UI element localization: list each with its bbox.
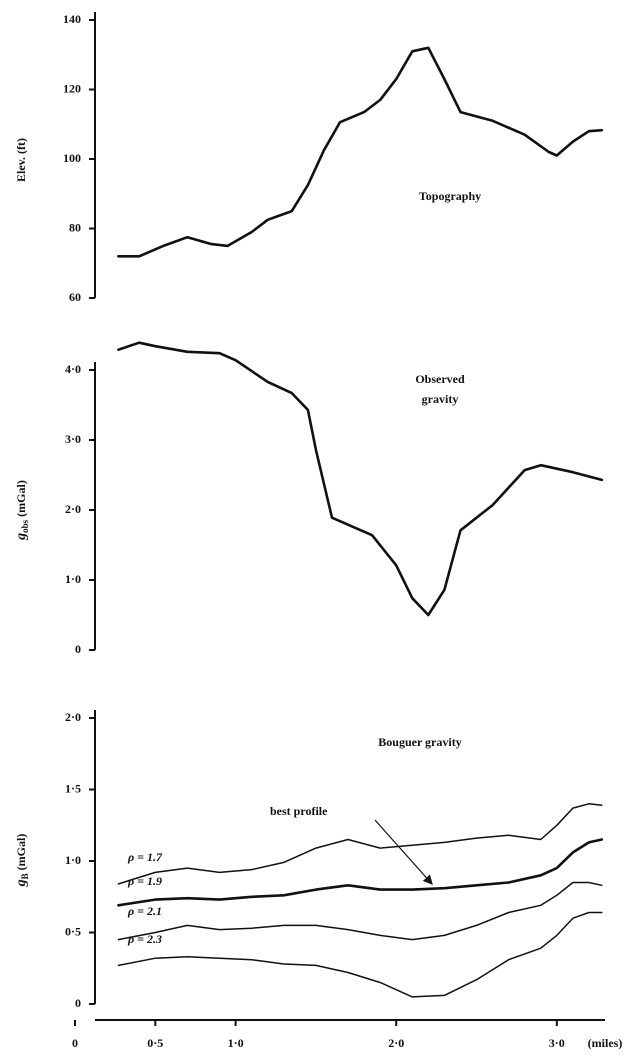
annotation: Bouguer gravity [378,735,461,749]
data-line [117,803,603,885]
y-tick-label: 80 [69,220,81,234]
y-tick-label: 0 [75,996,81,1010]
data-line [117,881,603,941]
y-axis-label-sub: obs [20,519,30,533]
x-tick-label: 3·0 [549,1036,565,1050]
y-tick-label: 60 [69,290,81,304]
annotation-arrow [374,819,433,885]
x-tick-label: 0 [72,1036,78,1050]
y-axis-label: gobs (mGal) [14,480,30,541]
y-axis-label: Elev. (ft) [14,138,28,182]
y-axis-label-main: g [14,879,29,887]
y-tick-label: 1·0 [65,853,81,867]
data-line [117,911,603,998]
annotation: Observed [415,372,465,386]
y-tick-label: 100 [63,151,81,165]
y-tick-label: 1·0 [65,572,81,586]
series-label: ρ = 2.1 [127,904,162,918]
y-axis-label-unit: (mGal) [14,834,28,874]
annotation: best profile [270,804,328,818]
y-axis-label-unit: (mGal) [14,480,28,520]
y-axis-label-main: Elev. (ft) [14,138,28,182]
series-label: ρ = 2.3 [127,932,162,946]
y-tick-label: 2·0 [65,710,81,724]
x-tick-label: 2·0 [388,1036,404,1050]
y-tick-label: 140 [63,12,81,26]
annotation: Topography [419,189,481,203]
x-tick-label: 0·5 [147,1036,163,1050]
y-tick-label: 3·0 [65,432,81,446]
y-tick-label: 4·0 [65,362,81,376]
y-axis-label: gB (mGal) [14,834,30,888]
y-tick-label: 120 [63,81,81,95]
y-axis-label-sub: B [20,873,30,879]
y-tick-label: 1·5 [65,781,81,795]
y-tick-label: 0·5 [65,924,81,938]
series-label: ρ = 1.9 [127,874,162,888]
y-tick-label: 0 [75,642,81,656]
data-line [117,341,604,617]
y-tick-label: 2·0 [65,502,81,516]
y-axis-label-main: g [14,533,29,541]
x-tick-label: 1·0 [228,1036,244,1050]
data-line [117,838,604,907]
series-label: ρ = 1.7 [127,850,163,864]
x-axis-label: (miles) [588,1036,623,1050]
annotation: gravity [422,392,459,406]
data-line [117,46,604,258]
